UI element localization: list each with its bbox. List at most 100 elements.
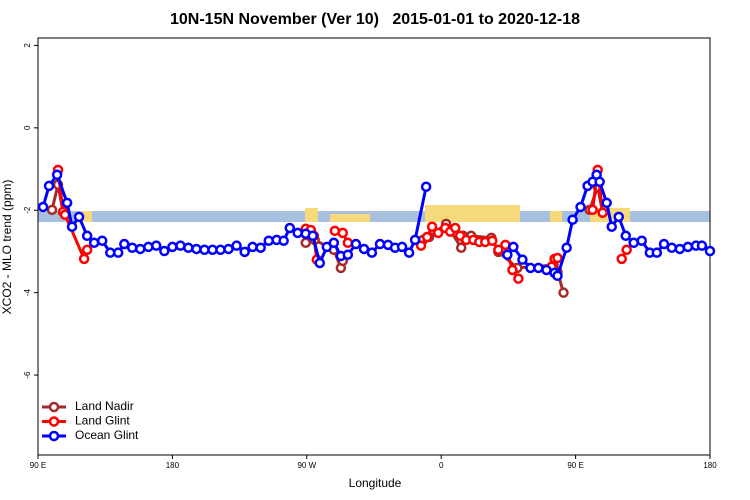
- data-point: [552, 252, 563, 264]
- data-point: [620, 230, 632, 242]
- data-point: [119, 238, 130, 250]
- data-point: [415, 240, 427, 251]
- data-point: [502, 249, 513, 260]
- data-point: [704, 245, 716, 257]
- data-point: [215, 244, 226, 256]
- data-point: [126, 242, 138, 253]
- data-point: [455, 242, 467, 253]
- data-point: [597, 207, 608, 218]
- data-point: [587, 204, 598, 216]
- data-point: [508, 241, 519, 253]
- data-point: [613, 211, 625, 223]
- legend-marker: [48, 430, 60, 442]
- data-point: [112, 247, 124, 258]
- data-point: [337, 227, 349, 239]
- y-tick-label: 0: [23, 125, 32, 130]
- data-point: [616, 253, 627, 265]
- data-point: [88, 237, 100, 249]
- chart-title: 10N-15N November (Ver 10) 2015-01-01 to …: [170, 11, 580, 28]
- data-point: [284, 222, 296, 234]
- data-point: [342, 237, 354, 249]
- x-tick-label: 180: [166, 461, 180, 470]
- data-point: [493, 244, 504, 256]
- data-point: [167, 241, 178, 253]
- data-point: [191, 243, 202, 255]
- legend-label: Land Glint: [75, 414, 130, 428]
- data-point: [183, 242, 194, 253]
- data-point: [575, 201, 586, 213]
- legend-label: Ocean Glint: [75, 428, 139, 442]
- data-point: [421, 231, 433, 243]
- data-point: [66, 221, 78, 232]
- x-tick-label: 0: [439, 461, 444, 470]
- x-tick-label: 90 E: [30, 461, 46, 470]
- data-point: [350, 238, 362, 250]
- x-axis-label: Longitude: [349, 476, 402, 490]
- data-point: [61, 197, 73, 209]
- data-point: [432, 227, 444, 239]
- data-point: [135, 243, 146, 255]
- data-point: [403, 247, 415, 258]
- data-point: [621, 244, 632, 256]
- data-point: [636, 235, 648, 246]
- data-point: [247, 241, 258, 253]
- y-axis-label: XCO2 - MLO trend (ppm): [0, 180, 14, 315]
- data-point: [533, 262, 544, 274]
- data-point: [541, 264, 552, 276]
- data-point: [396, 241, 408, 253]
- data-point: [46, 204, 58, 216]
- data-point: [651, 247, 663, 258]
- y-tick-label: 2: [23, 43, 32, 48]
- data-point: [43, 180, 55, 192]
- y-tick-label: -4: [23, 289, 32, 297]
- y-tick-label: -6: [23, 371, 32, 379]
- data-point: [96, 235, 108, 246]
- data-point: [420, 181, 432, 193]
- data-point: [151, 240, 162, 251]
- x-tick-label: 180: [703, 461, 717, 470]
- data-point: [561, 242, 572, 253]
- data-point: [374, 238, 386, 250]
- data-point: [567, 214, 578, 225]
- legend-label: Land Nadir: [75, 399, 134, 413]
- data-point: [223, 243, 234, 255]
- data-point: [449, 222, 461, 234]
- data-point: [658, 238, 670, 250]
- data-point: [366, 247, 378, 258]
- data-point: [426, 221, 438, 232]
- data-point: [314, 257, 326, 269]
- data-point: [307, 230, 319, 242]
- data-point: [606, 221, 617, 232]
- data-point: [601, 197, 612, 209]
- data-point: [696, 240, 708, 251]
- data-point: [239, 246, 250, 258]
- data-point: [507, 264, 518, 276]
- data-point: [552, 270, 563, 282]
- data-point: [594, 176, 605, 188]
- data-point: [278, 235, 289, 246]
- y-tick-label: -2: [23, 206, 32, 214]
- data-point: [199, 244, 210, 256]
- x-tick-label: 90 W: [297, 461, 316, 470]
- data-point: [73, 211, 85, 223]
- data-point: [358, 243, 370, 255]
- legend-marker: [48, 416, 60, 427]
- data-point: [51, 169, 63, 181]
- data-point: [328, 237, 340, 249]
- data-point: [342, 249, 354, 260]
- data-point: [409, 234, 421, 246]
- data-point: [628, 237, 639, 249]
- data-point: [682, 241, 694, 253]
- data-point: [143, 241, 154, 253]
- data-point: [292, 227, 303, 239]
- data-point: [81, 244, 93, 256]
- data-point: [674, 243, 686, 255]
- data-point: [159, 245, 170, 257]
- data-point: [255, 242, 266, 253]
- data-point: [81, 230, 93, 242]
- data-point: [666, 242, 678, 253]
- data-point: [78, 253, 90, 265]
- x-tick-label: 90 E: [567, 461, 583, 470]
- data-point: [558, 287, 569, 298]
